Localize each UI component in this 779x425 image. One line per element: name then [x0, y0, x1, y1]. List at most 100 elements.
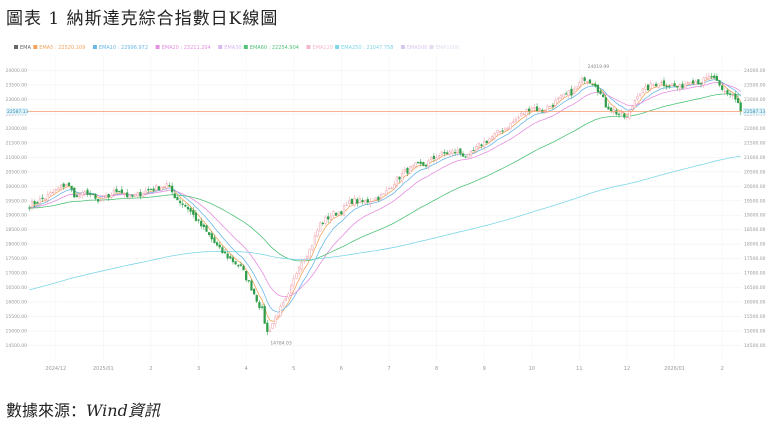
candle-body: [356, 199, 359, 204]
candle-body: [149, 188, 153, 191]
candle: [496, 129, 499, 137]
candle-body: [62, 183, 65, 188]
candle: [379, 192, 383, 201]
candle-body: [133, 193, 137, 197]
candle-body: [350, 198, 354, 205]
candle-body: [721, 85, 724, 90]
candle: [440, 151, 443, 157]
candle: [549, 105, 552, 107]
candle: [483, 137, 486, 151]
candle: [670, 82, 674, 87]
candle: [176, 195, 179, 201]
candle-body: [334, 212, 338, 216]
candle-body: [538, 108, 541, 111]
candle-body: [163, 186, 166, 188]
candle: [250, 278, 253, 291]
candle-body: [221, 247, 224, 254]
candle-body: [263, 306, 266, 324]
candle-body: [498, 131, 502, 133]
candle-body: [239, 264, 242, 266]
candle: [657, 83, 660, 90]
y-tick-label-right: 16000.00: [744, 300, 766, 306]
candle: [586, 81, 589, 86]
candle-body: [287, 293, 290, 298]
candle: [329, 212, 332, 224]
candle-body: [311, 244, 314, 250]
candle: [110, 192, 113, 199]
candle: [660, 79, 663, 86]
candle-body: [446, 152, 449, 155]
candle: [488, 137, 491, 144]
candle: [38, 195, 42, 207]
candle: [107, 193, 110, 201]
candle: [165, 180, 168, 192]
candle-body: [65, 183, 68, 186]
x-tick-label: 6: [340, 366, 343, 372]
candle-body: [155, 184, 158, 191]
candle: [171, 182, 174, 196]
candle: [295, 271, 298, 279]
y-tick-label-right: 15500.00: [744, 314, 766, 320]
y-tick-label-left: 20000.00: [6, 184, 27, 190]
candle: [337, 211, 340, 216]
candle-body: [401, 172, 404, 182]
candle-body: [596, 84, 599, 93]
candle-body: [115, 188, 118, 193]
legend-swatch: [335, 45, 340, 49]
candle: [686, 80, 689, 84]
candle-body: [250, 280, 253, 291]
candle-body: [480, 144, 483, 147]
y-tick-label-left: 19000.00: [6, 213, 27, 219]
candle: [525, 107, 528, 119]
candle-body: [472, 149, 475, 152]
candle: [202, 223, 205, 230]
candle: [580, 75, 584, 85]
candle: [70, 185, 73, 193]
candle-body: [625, 116, 629, 118]
candle-body: [528, 108, 531, 113]
x-tick-label: 2: [149, 366, 152, 372]
candle-body: [639, 93, 642, 96]
candle-body: [631, 106, 634, 110]
candle-body: [157, 186, 161, 191]
candle: [284, 296, 287, 302]
candle: [126, 188, 129, 199]
legend-label: EMA120: [313, 45, 333, 51]
candle-body: [609, 107, 613, 111]
candle: [654, 81, 658, 87]
candle: [509, 122, 512, 130]
candle-body: [702, 77, 705, 86]
candle-body: [379, 194, 383, 199]
candle-body: [620, 111, 623, 114]
legend-swatch: [218, 45, 223, 49]
candle-body: [300, 262, 303, 270]
candle: [514, 116, 518, 123]
candle: [721, 82, 724, 92]
candle-body: [33, 201, 36, 205]
candle: [242, 264, 245, 271]
candle: [456, 146, 459, 157]
candle: [424, 163, 428, 169]
candle-body: [348, 200, 351, 205]
candle: [594, 81, 597, 88]
candle: [215, 240, 219, 247]
candle: [607, 103, 610, 110]
candle: [319, 221, 322, 232]
y-tick-label-left: 16000.00: [6, 300, 27, 306]
candle: [369, 198, 372, 208]
candle: [728, 90, 732, 98]
candle: [723, 87, 726, 96]
candle-body: [202, 224, 205, 227]
candle: [340, 210, 343, 216]
candle: [353, 194, 356, 208]
candle-body: [438, 155, 441, 158]
candle: [736, 94, 740, 104]
candle-body: [49, 192, 52, 195]
candle-body: [91, 193, 94, 196]
candle-body: [591, 84, 594, 86]
candle-body: [628, 110, 631, 119]
candle: [702, 76, 705, 89]
candle: [374, 197, 377, 202]
candle: [583, 76, 586, 85]
candle-body: [215, 242, 219, 246]
